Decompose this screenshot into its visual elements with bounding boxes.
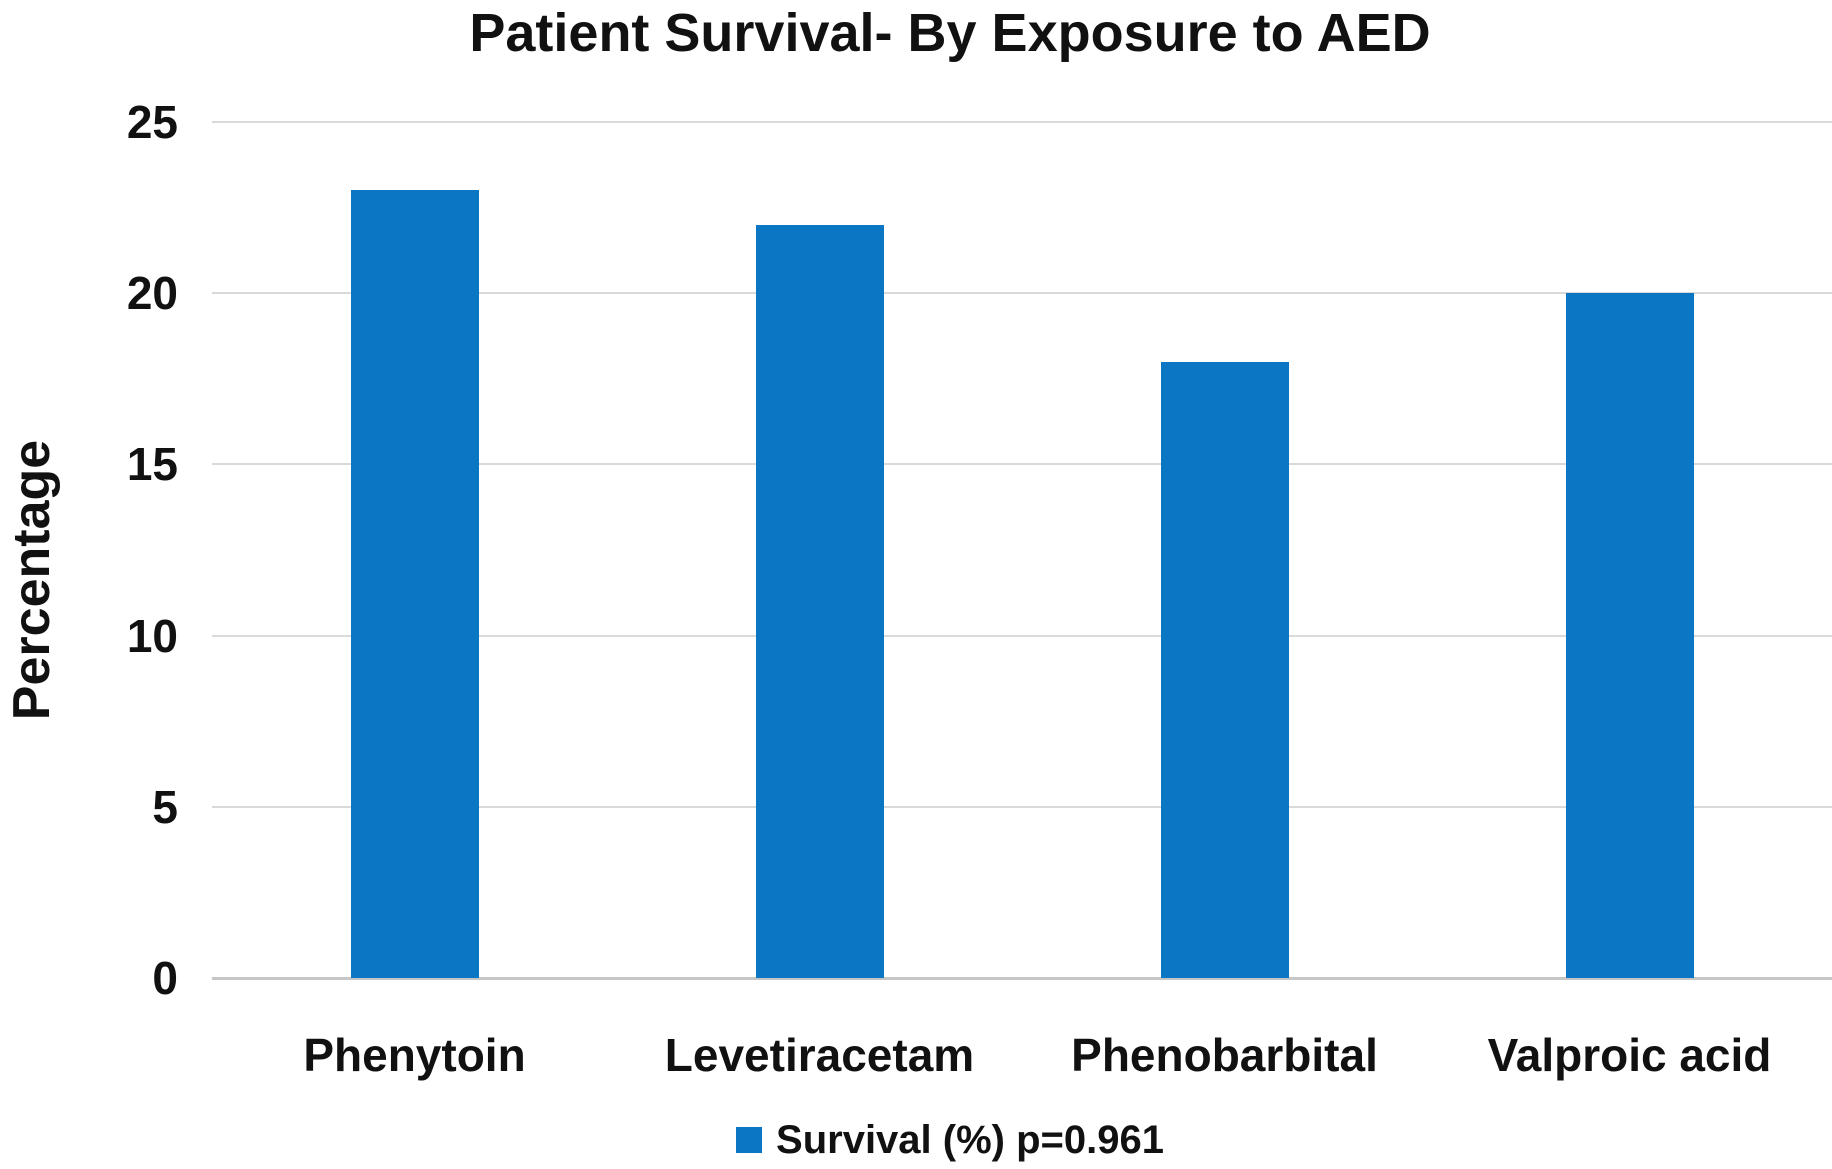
legend: Survival (%) p=0.961 [70,1118,1830,1162]
y-tick-label-25: 25 [126,96,178,148]
gridline-y-20 [212,292,1832,295]
x-category-label-levetiracetam: Levetiracetam [664,1029,975,1081]
y-tick-label-15: 15 [126,438,178,491]
gridline-y-5 [212,805,1832,808]
chart-title: Patient Survival- By Exposure to AED [469,3,1431,63]
legend-swatch-icon [736,1127,763,1153]
gridline-y-25 [212,121,1832,123]
y-tick-label-10: 10 [126,609,178,662]
bar-levetiracetam [755,224,884,978]
x-category-label-valproic-acid: Valproic acid [1487,1029,1772,1081]
bar-phenytoin [350,190,479,978]
y-tick-label-20: 20 [126,267,178,320]
gridline-y-0 [212,976,1832,980]
x-category-label-phenytoin: Phenytoin [303,1029,526,1081]
gridline-y-15 [212,463,1832,466]
y-tick-label-5: 5 [152,780,178,833]
bar-phenobarbital [1160,361,1289,978]
bar-valproic-acid [1565,293,1694,978]
x-category-label-phenobarbital: Phenobarbital [1071,1029,1378,1081]
gridline-y-10 [212,634,1832,637]
y-tick-label-0: 0 [152,952,178,1004]
legend-label: Survival (%) p=0.961 [776,1118,1164,1162]
